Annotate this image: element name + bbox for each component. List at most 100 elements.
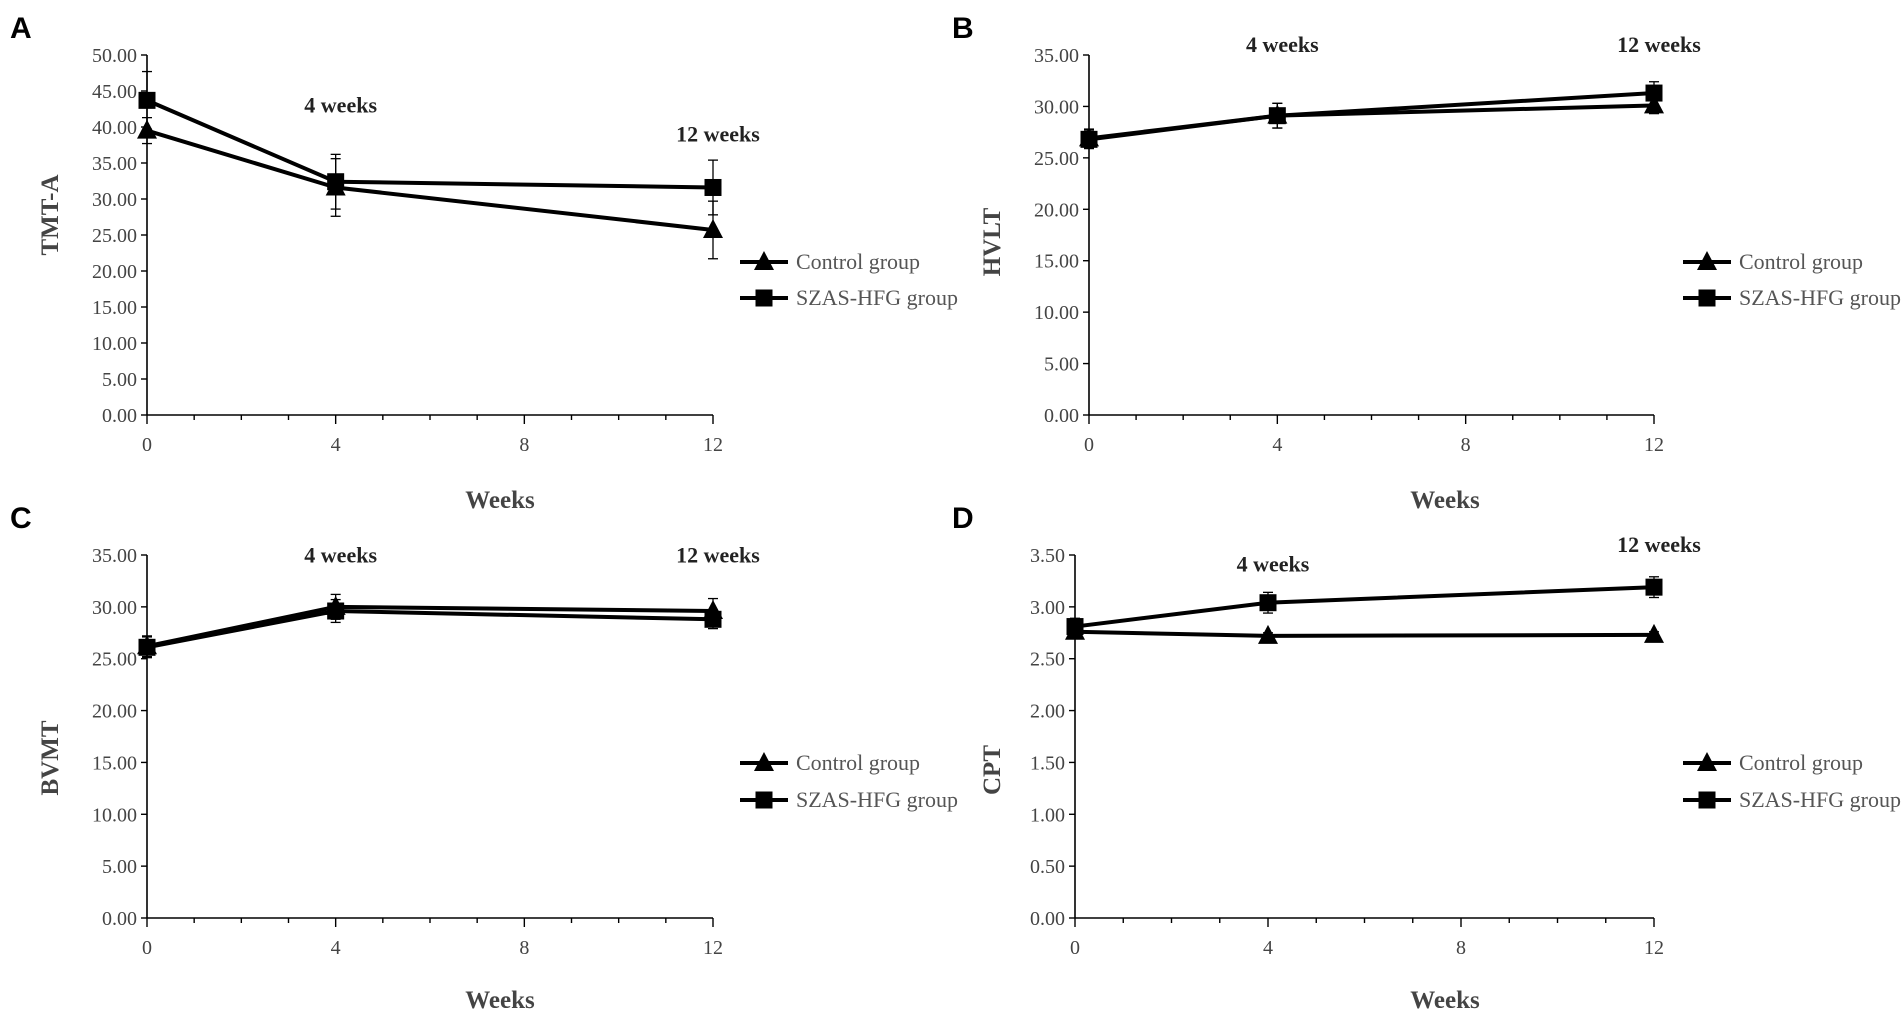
x-axis-title: Weeks [1410,987,1480,1014]
y-tick-label: 2.50 [1030,649,1065,671]
x-tick-label: 8 [1461,434,1471,456]
y-tick-label: 30.00 [1034,96,1079,118]
x-tick-label: 0 [142,434,152,456]
x-tick-label: 8 [519,937,529,959]
data-point [703,218,723,238]
legend-label: SZAS-HFG group [1739,285,1901,310]
y-axis-title: TMT-A [37,174,64,255]
series-szas-hfg [138,70,722,216]
legend-label: Control group [1739,249,1863,274]
series-line [1074,629,1655,638]
data-point [1644,623,1664,643]
panel-letter: C [10,502,32,535]
timepoint-annotation: 12 weeks [676,121,760,146]
y-tick-label: 0.00 [102,405,137,427]
y-tick-label: 15.00 [1034,251,1079,273]
y-tick-label: 0.00 [102,908,137,930]
x-tick-label: 8 [1456,937,1466,959]
y-tick-label: 5.00 [102,856,137,878]
data-point [704,610,722,628]
timepoint-annotation: 4 weeks [304,542,377,567]
legend-marker [754,752,774,771]
timepoint-annotation: 4 weeks [1246,32,1319,57]
y-tick-label: 25.00 [1034,148,1079,170]
y-tick-label: 10.00 [92,333,137,355]
y-tick-label: 40.00 [92,117,137,139]
legend: Control group SZAS-HFG group [1683,750,1901,812]
series-control [137,593,723,658]
series-line [146,98,714,190]
y-axis-title: HVLT [979,207,1006,276]
y-tick-label: 15.00 [92,297,137,319]
y-tick-label: 10.00 [1034,302,1079,324]
data-point [138,91,156,109]
data-point [327,173,345,191]
data-point [1268,107,1286,125]
x-tick-label: 8 [519,434,529,456]
timepoint-annotation: 12 weeks [1617,532,1701,557]
legend-label: SZAS-HFG group [1739,787,1901,812]
x-axis-title: Weeks [465,987,535,1014]
y-tick-label: 50.00 [92,45,137,67]
panel-letter: B [952,12,974,45]
y-tick-label: 0.00 [1044,405,1079,427]
legend-marker [755,289,773,307]
chart-panel-b: B 0.00 5.00 10.00 15.00 20.00 25.00 30.00 35.00 0… [952,12,1901,514]
legend-label: Control group [796,750,920,775]
legend-label: SZAS-HFG group [796,787,958,812]
y-axis-title: CPT [979,745,1006,795]
y-tick-label: 30.00 [92,189,137,211]
y-tick-label: 25.00 [92,225,137,247]
y-tick-label: 35.00 [92,153,137,175]
series-control [1065,620,1664,644]
y-tick-label: 35.00 [92,545,137,567]
x-tick-label: 4 [331,434,341,456]
legend: Control group SZAS-HFG group [740,750,958,812]
chart-panel-d: D 0.00 0.50 1.00 1.50 2.00 2.50 3.00 3.50 0 4 8 12 We… [952,502,1901,1014]
series-line [1074,585,1655,629]
series-line [146,128,714,232]
data-point [1645,84,1663,102]
x-axis-title: Weeks [465,487,535,514]
x-tick-label: 12 [1644,434,1664,456]
timepoint-annotation: 4 weeks [1237,552,1310,577]
y-tick-label: 25.00 [92,649,137,671]
x-axis-title: Weeks [1410,487,1480,514]
y-axis-title: BVMT [37,720,64,795]
y-tick-label: 20.00 [92,261,137,283]
series-line [1088,91,1655,142]
y-tick-label: 0.50 [1030,856,1065,878]
x-tick-label: 0 [1084,434,1094,456]
data-point [704,178,722,196]
y-tick-label: 3.00 [1030,597,1065,619]
x-tick-label: 0 [1070,937,1080,959]
legend-marker [754,251,774,270]
y-tick-label: 1.00 [1030,804,1065,826]
y-tick-label: 5.00 [102,369,137,391]
legend-marker [1698,289,1716,307]
data-point [1645,578,1663,596]
timepoint-annotation: 12 weeks [1617,32,1701,57]
timepoint-annotation: 4 weeks [304,93,377,118]
y-tick-label: 5.00 [1044,354,1079,376]
x-tick-label: 4 [1263,937,1273,959]
legend-marker [1697,752,1717,771]
y-tick-label: 15.00 [92,752,137,774]
panel-letter: A [10,12,32,45]
chart-panel-a: A 0.00 5.00 10.00 15.00 20.00 25.00 30.00 35.00 4… [10,12,958,514]
legend-label: Control group [1739,750,1863,775]
legend-marker [755,791,773,809]
y-tick-label: 30.00 [92,597,137,619]
y-tick-label: 10.00 [92,804,137,826]
y-tick-label: 45.00 [92,81,137,103]
timepoint-annotation: 12 weeks [676,542,760,567]
legend: Control group SZAS-HFG group [1683,249,1901,310]
y-tick-label: 35.00 [1034,45,1079,67]
y-tick-label: 3.50 [1030,545,1065,567]
legend-label: Control group [796,249,920,274]
y-tick-label: 1.50 [1030,752,1065,774]
data-point [1259,594,1277,612]
series-control [1079,94,1664,149]
y-tick-label: 20.00 [1034,199,1079,221]
